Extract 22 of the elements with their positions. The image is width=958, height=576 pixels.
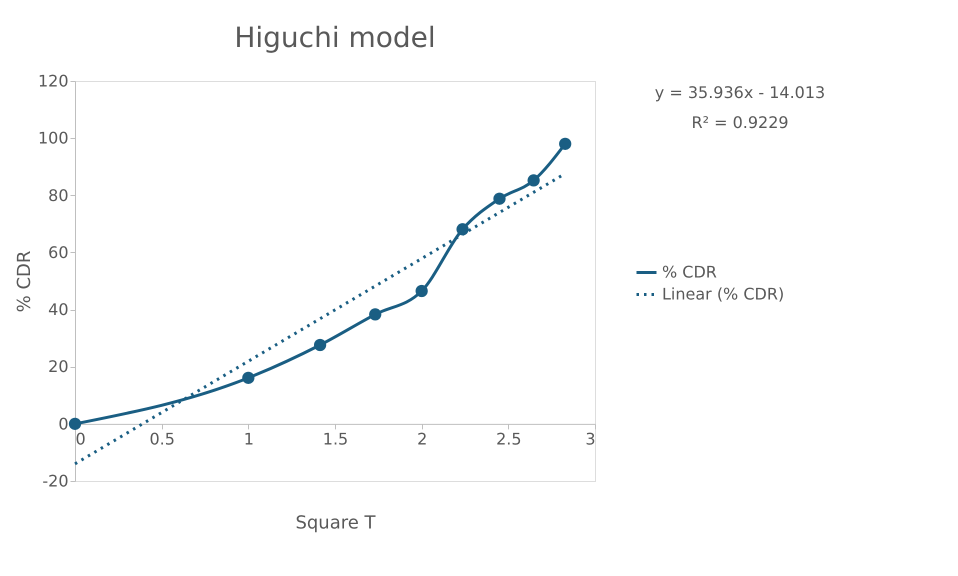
x-tick-label: 1 xyxy=(244,429,254,448)
y-tick-label: 120 xyxy=(38,72,68,90)
y-tick-label: -20 xyxy=(42,472,68,490)
y-tick-label: 0 xyxy=(58,414,68,434)
legend-label: % CDR xyxy=(662,262,717,282)
y-axis-title: % CDR xyxy=(14,250,35,312)
y-tick-label: 80 xyxy=(48,186,68,205)
x-tick-label: 2.5 xyxy=(496,429,522,448)
y-tick-label: 40 xyxy=(48,300,68,320)
x-tick-label: 0.5 xyxy=(149,429,175,448)
y-tick-label: 20 xyxy=(48,357,68,376)
text: y = 35.936x - 14.013 xyxy=(654,83,826,102)
chart-title: Higuchi model xyxy=(234,21,436,54)
text: R² = 0.9229 xyxy=(691,113,789,132)
y-tick-label: 100 xyxy=(38,128,68,148)
x-axis-title: Square T xyxy=(295,512,377,534)
x-tick-label: 3 xyxy=(585,429,596,448)
x-tick-label: 1.5 xyxy=(322,429,348,448)
legend-label: Linear (% CDR) xyxy=(662,284,784,304)
x-tick-label: 2 xyxy=(417,429,428,448)
y-tick-label: 60 xyxy=(48,242,68,262)
x-tick-label: 0 xyxy=(76,429,86,448)
